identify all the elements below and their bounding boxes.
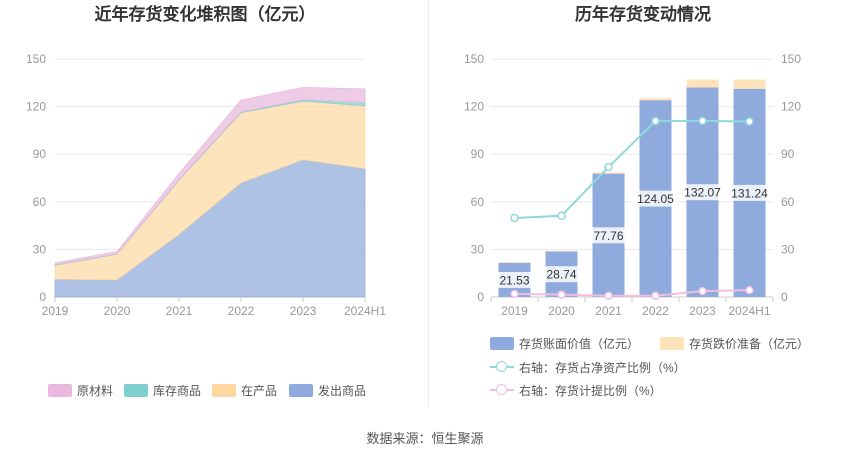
legend-swatch [660, 336, 684, 350]
net-asset-ratio-point [510, 213, 519, 223]
impairment-reserve-bar [592, 172, 625, 174]
legend-label: 库存商品 [153, 383, 202, 398]
provision-ratio-point [745, 285, 754, 295]
legend-swatch [124, 383, 148, 397]
legend-item-finished-goods: 库存商品 [124, 382, 201, 398]
legend-line-swatch [490, 383, 514, 397]
impairment-reserve-bar [639, 98, 672, 101]
net-asset-ratio-point [604, 162, 613, 172]
x-tick-label: 2024H1 [344, 304, 386, 318]
provision-ratio-point [651, 291, 660, 300]
legend-item-book-value: 存货账面价值（亿元） [490, 335, 639, 351]
impairment-reserve-bar [686, 79, 719, 88]
x-tick-label: 2021 [595, 304, 622, 318]
x-tick-label: 2024H1 [728, 304, 770, 318]
legend-item-impairment-reserve: 存货跌价准备（亿元） [660, 335, 809, 351]
legend-label: 存货跌价准备（亿元） [689, 336, 810, 351]
impairment-reserve-bar [545, 250, 578, 252]
provision-ratio-point [510, 289, 519, 299]
left-y-tick-label: 150 [464, 52, 484, 66]
legend-marker-circle [496, 361, 507, 372]
x-tick-label: 2022 [228, 304, 255, 318]
data-source-note: 数据来源：恒生聚源 [366, 431, 484, 446]
y-tick-label: 60 [33, 195, 47, 209]
right-y-tick-label: 60 [781, 195, 795, 209]
bar-data-label: 28.74 [546, 268, 576, 282]
provision-ratio-point [557, 290, 566, 299]
left-y-tick-label: 60 [471, 195, 485, 209]
right-chart-title: 历年存货变动情况 [575, 5, 711, 24]
x-tick-label: 2020 [548, 304, 575, 318]
provision-ratio-point [604, 291, 613, 300]
bar-data-label: 131.24 [731, 186, 768, 200]
legend-label: 右轴：存货占净资产比例（%） [519, 360, 686, 375]
legend-item-goods-shipped: 发出商品 [289, 382, 366, 398]
x-tick-label: 2019 [42, 304, 69, 318]
legend-label: 存货账面价值（亿元） [519, 336, 640, 351]
impairment-reserve-bar [733, 79, 766, 89]
left-y-tick-label: 30 [471, 242, 485, 256]
legend-item-work-in-progress: 在产品 [212, 382, 277, 398]
y-tick-label: 0 [39, 290, 46, 304]
x-tick-label: 2019 [501, 304, 528, 318]
right-y-tick-label: 150 [781, 52, 801, 66]
bar-data-label: 132.07 [684, 186, 721, 200]
net-asset-ratio-point [651, 116, 660, 126]
bar-data-label: 77.76 [593, 229, 623, 243]
net-asset-ratio-point [698, 116, 707, 126]
x-tick-label: 2021 [166, 304, 193, 318]
left-y-tick-label: 90 [471, 147, 485, 161]
legend-swatch [48, 383, 72, 397]
left-y-tick-label: 0 [477, 290, 484, 304]
legend-line-swatch [490, 360, 514, 374]
y-tick-label: 90 [33, 147, 47, 161]
right-y-tick-label: 0 [781, 290, 788, 304]
y-tick-label: 120 [26, 100, 46, 114]
stacked-area-chart: 0 30 60 90 120 150 2019 2020 2021 2022 2023 2024H1 [26, 52, 386, 318]
legend-label: 发出商品 [318, 383, 367, 398]
x-tick-label: 2023 [290, 304, 317, 318]
net-asset-ratio-line [514, 119, 750, 219]
legend-marker-circle [496, 384, 507, 395]
left-chart-title: 近年存货变化堆积图（亿元） [94, 5, 316, 24]
legend-swatch [490, 336, 514, 350]
provision-ratio-point [698, 286, 707, 296]
panel-divider [428, 0, 429, 406]
x-tick-label: 2022 [642, 304, 669, 318]
net-asset-ratio-point [557, 211, 566, 221]
net-asset-ratio-point [745, 117, 754, 126]
left-y-tick-label: 120 [464, 100, 484, 114]
data-label-background [678, 184, 727, 201]
legend-item-provision-ratio: 右轴：存货计提比例（%） [490, 382, 662, 398]
data-label-background [541, 266, 582, 283]
legend-label: 在产品 [241, 383, 278, 398]
right-y-tick-label: 30 [781, 242, 795, 256]
data-label-background [631, 190, 680, 207]
right-y-tick-label: 90 [781, 147, 795, 161]
legend-swatch [289, 383, 313, 397]
y-tick-label: 150 [26, 52, 46, 66]
bar-line-chart: 0 30 60 90 120 150 0 30 60 90 120 150 2019 2020 2021 20… [464, 52, 801, 318]
data-label-background [494, 271, 535, 288]
legend-label: 原材料 [77, 383, 114, 398]
bar-data-label: 21.53 [499, 273, 529, 287]
raw-materials-area [54, 87, 366, 266]
impairment-reserve-bar [498, 262, 531, 263]
data-label-background [588, 227, 629, 244]
provision-ratio-line [514, 289, 750, 297]
legend-swatch [212, 383, 236, 397]
legend-label: 右轴：存货计提比例（%） [519, 383, 662, 398]
x-tick-label: 2023 [689, 304, 716, 318]
legend-item-net-asset-ratio: 右轴：存货占净资产比例（%） [490, 359, 686, 375]
data-label-background [725, 184, 774, 201]
right-y-tick-label: 120 [781, 100, 801, 114]
legend-item-raw-materials: 原材料 [48, 382, 113, 398]
y-tick-label: 30 [33, 242, 47, 256]
x-tick-label: 2020 [104, 304, 131, 318]
bar-data-label: 124.05 [637, 192, 674, 206]
